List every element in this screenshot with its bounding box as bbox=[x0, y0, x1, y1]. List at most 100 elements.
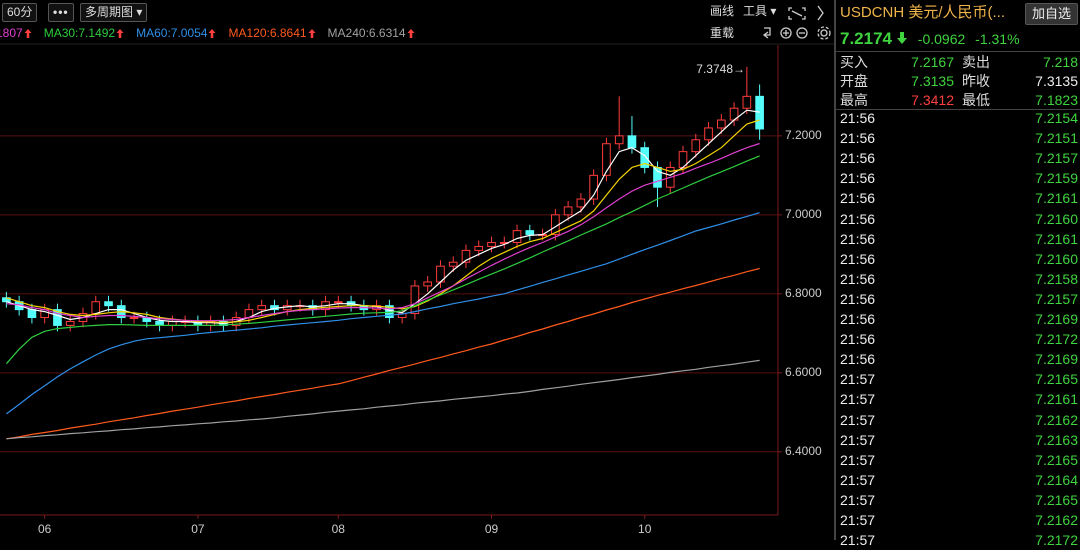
candle-body bbox=[525, 230, 535, 236]
y-tick-label: 6.4000 bbox=[785, 444, 822, 458]
tick-time: 21:56 bbox=[840, 331, 876, 348]
x-tick-label: 07 bbox=[191, 522, 205, 536]
quote-row: 最高 7.3412 最低 7.1823 bbox=[840, 91, 1078, 110]
candle-body bbox=[91, 301, 101, 315]
legend-item: MA30:7.1492 bbox=[44, 24, 124, 42]
legend-arrow bbox=[208, 28, 216, 38]
x-tick-label: 09 bbox=[485, 522, 499, 536]
more-button[interactable]: ••• bbox=[48, 3, 74, 22]
tick-row: 21:57 7.2164 bbox=[840, 470, 1078, 490]
field-value: 7.3135 bbox=[911, 73, 954, 89]
candle-body bbox=[704, 127, 713, 141]
tick-row: 21:56 7.2161 bbox=[840, 188, 1078, 208]
tick-time: 21:57 bbox=[840, 371, 876, 388]
candle-body bbox=[333, 301, 343, 304]
candle-body bbox=[257, 305, 267, 311]
candle-body bbox=[576, 198, 586, 208]
settings-icon[interactable] bbox=[820, 29, 828, 37]
zoom-in-icon[interactable] bbox=[780, 27, 792, 39]
candle-body bbox=[2, 297, 11, 303]
quote-row: 买入 7.2167 卖出 7.218 bbox=[840, 53, 1078, 72]
tick-time: 21:57 bbox=[840, 411, 876, 428]
tick-time: 21:57 bbox=[840, 471, 876, 488]
tick-time: 21:57 bbox=[840, 451, 876, 468]
fullscreen-icon[interactable] bbox=[788, 7, 806, 20]
field-label: 最高 bbox=[840, 92, 868, 108]
zoom-out-icon[interactable] bbox=[796, 27, 808, 39]
candle-body bbox=[742, 95, 752, 109]
candle-body bbox=[65, 320, 75, 326]
field-label: 买入 bbox=[840, 54, 868, 70]
tick-row: 21:56 7.2158 bbox=[840, 269, 1078, 289]
tick-price: 7.2165 bbox=[1035, 451, 1078, 468]
tick-time: 21:56 bbox=[840, 190, 876, 207]
add-watchlist-button[interactable]: 加自选 bbox=[1024, 3, 1078, 25]
candle-body bbox=[716, 119, 726, 129]
last-price: 7.2174 bbox=[840, 29, 892, 48]
tick-row: 21:57 7.2161 bbox=[840, 389, 1078, 409]
tick-row: 21:57 7.2163 bbox=[840, 430, 1078, 450]
tick-row: 21:56 7.2160 bbox=[840, 209, 1078, 229]
candles bbox=[2, 66, 764, 332]
collapse-icon[interactable] bbox=[817, 5, 824, 21]
ma-line bbox=[6, 109, 760, 325]
tick-row: 21:56 7.2169 bbox=[840, 349, 1078, 369]
tick-row: 21:57 7.2165 bbox=[840, 450, 1078, 470]
undo-icon[interactable] bbox=[762, 27, 771, 39]
reload-button[interactable]: 重载 bbox=[710, 26, 735, 40]
tick-price: 7.2157 bbox=[1035, 290, 1078, 307]
tick-row: 21:56 7.2169 bbox=[840, 309, 1078, 329]
candle-body bbox=[627, 135, 637, 149]
chart: 6.4000 6.6000 6.8000 7.0000 7.2000 06 07 08 09 10… bbox=[0, 5, 834, 536]
tools-button[interactable]: 工具 ▾ bbox=[743, 4, 777, 18]
tick-row: 21:56 7.2159 bbox=[840, 168, 1078, 188]
tick-time: 21:56 bbox=[840, 130, 876, 147]
y-tick-label: 7.0000 bbox=[785, 207, 822, 221]
change: -0.0962 bbox=[917, 31, 966, 47]
candle-body bbox=[691, 139, 701, 153]
field-value: 7.3135 bbox=[1035, 73, 1078, 89]
tick-row: 21:57 7.2165 bbox=[840, 490, 1078, 510]
divider bbox=[836, 51, 1080, 52]
tick-price: 7.2172 bbox=[1035, 331, 1078, 348]
x-tick-label: 10 bbox=[638, 522, 652, 536]
candle-body bbox=[410, 285, 420, 315]
legend-arrow bbox=[407, 28, 415, 38]
candle-body bbox=[104, 301, 113, 307]
y-tick-label: 7.2000 bbox=[785, 128, 822, 142]
legend-arrow bbox=[24, 28, 32, 38]
tick-row: 21:57 7.2162 bbox=[840, 510, 1078, 530]
ma-legend: 1807 MA30:7.1492 MA60:7.0054 MA120:6.8641 MA… bbox=[0, 24, 415, 42]
price-row: 7.2174 -0.0962 -1.31% bbox=[840, 28, 1078, 50]
candle-body bbox=[512, 230, 522, 243]
candle-body bbox=[53, 309, 62, 326]
x-tick-label: 08 bbox=[332, 522, 346, 536]
tick-row: 21:56 7.2154 bbox=[840, 108, 1078, 128]
legend-item: 1807 bbox=[0, 24, 32, 42]
multi-period-button[interactable]: 多周期图 ▾ bbox=[80, 3, 148, 22]
field-value: 7.2167 bbox=[911, 54, 954, 70]
tick-time: 21:56 bbox=[840, 270, 876, 287]
ma-line bbox=[5, 155, 760, 365]
tick-row: 21:56 7.2172 bbox=[840, 329, 1078, 349]
legend-label: 1807 bbox=[0, 26, 23, 40]
legend-label: MA60:7.0054 bbox=[136, 26, 208, 40]
tick-price: 7.2157 bbox=[1035, 150, 1078, 167]
tick-price: 7.2165 bbox=[1035, 371, 1078, 388]
tick-time: 21:56 bbox=[840, 351, 876, 368]
tick-price: 7.2163 bbox=[1035, 431, 1078, 448]
legend-label: MA30:7.1492 bbox=[43, 26, 116, 40]
tick-price: 7.2161 bbox=[1035, 230, 1078, 247]
tick-row: 21:57 7.2165 bbox=[840, 369, 1078, 389]
field-label: 开盘 bbox=[840, 73, 868, 89]
toolbar-icons bbox=[762, 5, 831, 40]
tick-time: 21:56 bbox=[840, 250, 876, 267]
period-button[interactable]: 60分 bbox=[2, 3, 38, 22]
ma-line bbox=[6, 359, 760, 440]
draw-button[interactable]: 画线 bbox=[710, 4, 735, 18]
tick-time: 21:56 bbox=[840, 170, 876, 187]
tick-time: 21:57 bbox=[840, 431, 876, 448]
tick-time: 21:57 bbox=[840, 532, 876, 549]
tick-price: 7.2162 bbox=[1035, 512, 1078, 528]
